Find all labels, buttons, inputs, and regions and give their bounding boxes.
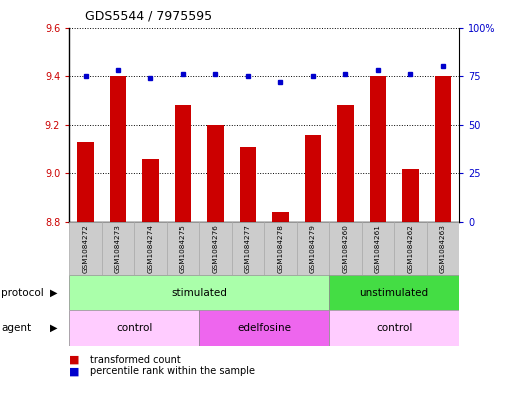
Text: control: control xyxy=(376,323,412,333)
Bar xyxy=(240,147,256,222)
Text: GSM1084274: GSM1084274 xyxy=(147,224,153,273)
Text: GDS5544 / 7975595: GDS5544 / 7975595 xyxy=(85,10,212,23)
Bar xyxy=(142,159,159,222)
Text: transformed count: transformed count xyxy=(90,354,181,365)
Bar xyxy=(167,222,199,275)
Bar xyxy=(69,222,102,275)
Bar xyxy=(435,76,451,222)
Bar xyxy=(402,169,419,222)
Bar xyxy=(102,222,134,275)
Text: GSM1084272: GSM1084272 xyxy=(83,224,89,273)
Text: GSM1084279: GSM1084279 xyxy=(310,224,316,273)
Bar xyxy=(305,134,321,222)
Text: ▶: ▶ xyxy=(50,323,57,333)
Bar xyxy=(329,310,459,346)
Text: GSM1084262: GSM1084262 xyxy=(407,224,413,273)
Bar xyxy=(272,212,288,222)
Text: GSM1084277: GSM1084277 xyxy=(245,224,251,273)
Bar xyxy=(77,142,93,222)
Text: GSM1084260: GSM1084260 xyxy=(342,224,348,273)
Bar xyxy=(329,275,459,310)
Bar xyxy=(199,310,329,346)
Bar xyxy=(362,222,394,275)
Text: GSM1084278: GSM1084278 xyxy=(278,224,284,273)
Text: stimulated: stimulated xyxy=(171,288,227,298)
Bar xyxy=(427,222,459,275)
Bar xyxy=(134,222,167,275)
Bar xyxy=(199,222,232,275)
Bar xyxy=(110,76,126,222)
Bar xyxy=(370,76,386,222)
Text: percentile rank within the sample: percentile rank within the sample xyxy=(90,366,255,376)
Bar xyxy=(207,125,224,222)
Bar xyxy=(175,105,191,222)
Text: edelfosine: edelfosine xyxy=(237,323,291,333)
Text: protocol: protocol xyxy=(1,288,44,298)
Text: ■: ■ xyxy=(69,366,80,376)
Bar xyxy=(264,222,297,275)
Bar xyxy=(297,222,329,275)
Bar xyxy=(337,105,353,222)
Bar xyxy=(69,275,329,310)
Bar xyxy=(394,222,427,275)
Text: GSM1084263: GSM1084263 xyxy=(440,224,446,273)
Text: GSM1084275: GSM1084275 xyxy=(180,224,186,273)
Bar xyxy=(329,222,362,275)
Text: ■: ■ xyxy=(69,354,80,365)
Text: agent: agent xyxy=(1,323,31,333)
Text: ▶: ▶ xyxy=(50,288,57,298)
Text: control: control xyxy=(116,323,152,333)
Text: GSM1084273: GSM1084273 xyxy=(115,224,121,273)
Bar xyxy=(69,310,199,346)
Bar xyxy=(232,222,264,275)
Text: unstimulated: unstimulated xyxy=(360,288,429,298)
Text: GSM1084276: GSM1084276 xyxy=(212,224,219,273)
Text: GSM1084261: GSM1084261 xyxy=(375,224,381,273)
